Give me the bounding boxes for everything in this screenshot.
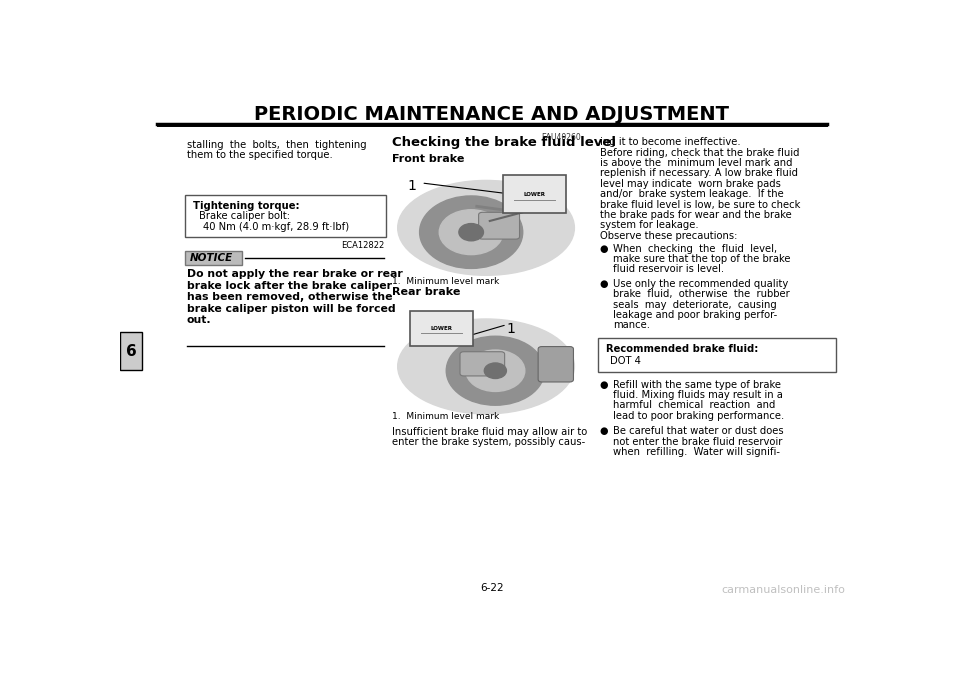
Text: When  checking  the  fluid  level,: When checking the fluid level, xyxy=(613,244,778,253)
Text: brake  fluid,  otherwise  the  rubber: brake fluid, otherwise the rubber xyxy=(613,289,790,299)
Text: seals  may  deteriorate,  causing: seals may deteriorate, causing xyxy=(613,299,777,310)
Text: ing it to become ineffective.: ing it to become ineffective. xyxy=(600,137,740,147)
Text: EAU40260: EAU40260 xyxy=(541,132,581,142)
FancyBboxPatch shape xyxy=(410,311,472,346)
Text: and/or  brake system leakage.  If the: and/or brake system leakage. If the xyxy=(600,189,783,199)
Ellipse shape xyxy=(397,319,574,414)
Text: ●: ● xyxy=(600,380,609,390)
Text: LOWER: LOWER xyxy=(430,326,452,331)
Text: level may indicate  worn brake pads: level may indicate worn brake pads xyxy=(600,179,780,189)
Text: 6: 6 xyxy=(126,344,136,359)
Circle shape xyxy=(484,363,506,378)
Circle shape xyxy=(459,223,484,241)
Text: ●: ● xyxy=(600,279,609,289)
Text: ECA12822: ECA12822 xyxy=(341,241,384,250)
Text: 1.  Minimum level mark: 1. Minimum level mark xyxy=(392,277,499,286)
Text: stalling  the  bolts,  then  tightening: stalling the bolts, then tightening xyxy=(187,140,367,150)
Text: Observe these precautions:: Observe these precautions: xyxy=(600,231,737,240)
Text: enter the brake system, possibly caus-: enter the brake system, possibly caus- xyxy=(392,437,585,447)
Text: out.: out. xyxy=(187,315,211,325)
Text: replenish if necessary. A low brake fluid: replenish if necessary. A low brake flui… xyxy=(600,168,798,179)
Text: brake lock after the brake caliper: brake lock after the brake caliper xyxy=(187,280,392,291)
Text: mance.: mance. xyxy=(613,320,650,330)
Text: harmful  chemical  reaction  and: harmful chemical reaction and xyxy=(613,401,776,410)
Text: brake caliper piston will be forced: brake caliper piston will be forced xyxy=(187,304,396,314)
Text: brake fluid level is low, be sure to check: brake fluid level is low, be sure to che… xyxy=(600,200,801,210)
Text: ●: ● xyxy=(600,426,609,437)
Circle shape xyxy=(466,350,525,391)
Text: make sure that the top of the brake: make sure that the top of the brake xyxy=(613,254,791,264)
Text: leakage and poor braking perfor-: leakage and poor braking perfor- xyxy=(613,310,778,320)
FancyBboxPatch shape xyxy=(503,175,565,213)
Text: 1.  Minimum level mark: 1. Minimum level mark xyxy=(392,412,499,422)
Text: 40 Nm (4.0 m·kgf, 28.9 ft·lbf): 40 Nm (4.0 m·kgf, 28.9 ft·lbf) xyxy=(204,221,349,232)
FancyBboxPatch shape xyxy=(460,352,505,376)
FancyBboxPatch shape xyxy=(539,346,573,382)
FancyBboxPatch shape xyxy=(598,338,836,372)
Text: fluid. Mixing fluids may result in a: fluid. Mixing fluids may result in a xyxy=(613,390,783,400)
Text: the brake pads for wear and the brake: the brake pads for wear and the brake xyxy=(600,210,792,220)
Text: lead to poor braking performance.: lead to poor braking performance. xyxy=(613,411,784,421)
Bar xyxy=(120,333,142,370)
Ellipse shape xyxy=(397,181,574,275)
Text: Recommended brake fluid:: Recommended brake fluid: xyxy=(606,344,758,354)
Text: when  refilling.  Water will signifi-: when refilling. Water will signifi- xyxy=(613,447,780,457)
Circle shape xyxy=(440,210,503,255)
Text: Insufficient brake fluid may allow air to: Insufficient brake fluid may allow air t… xyxy=(392,426,587,437)
FancyBboxPatch shape xyxy=(185,251,242,265)
Text: them to the specified torque.: them to the specified torque. xyxy=(187,151,333,160)
Circle shape xyxy=(420,196,523,268)
Text: Rear brake: Rear brake xyxy=(392,287,460,297)
Text: NOTICE: NOTICE xyxy=(190,253,233,263)
Text: fluid reservoir is level.: fluid reservoir is level. xyxy=(613,264,725,274)
Text: Use only the recommended quality: Use only the recommended quality xyxy=(613,279,788,289)
Text: Front brake: Front brake xyxy=(392,153,464,164)
Text: LOWER: LOWER xyxy=(523,191,545,197)
Text: is above the  minimum level mark and: is above the minimum level mark and xyxy=(600,158,792,168)
FancyBboxPatch shape xyxy=(479,213,519,239)
Text: PERIODIC MAINTENANCE AND ADJUSTMENT: PERIODIC MAINTENANCE AND ADJUSTMENT xyxy=(254,105,730,124)
Text: has been removed, otherwise the: has been removed, otherwise the xyxy=(187,292,393,302)
Text: Checking the brake fluid level: Checking the brake fluid level xyxy=(392,136,615,149)
Text: 1: 1 xyxy=(408,179,417,194)
Text: Do not apply the rear brake or rear: Do not apply the rear brake or rear xyxy=(187,269,402,279)
FancyBboxPatch shape xyxy=(184,195,386,237)
Text: Before riding, check that the brake fluid: Before riding, check that the brake flui… xyxy=(600,148,800,158)
Text: Tightening torque:: Tightening torque: xyxy=(193,201,300,210)
Text: DOT 4: DOT 4 xyxy=(611,356,641,366)
Text: 6-22: 6-22 xyxy=(480,583,504,593)
Circle shape xyxy=(446,336,544,405)
Text: carmanualsonline.info: carmanualsonline.info xyxy=(722,585,846,595)
Text: system for leakage.: system for leakage. xyxy=(600,220,699,230)
Text: ●: ● xyxy=(600,244,609,253)
Text: not enter the brake fluid reservoir: not enter the brake fluid reservoir xyxy=(613,437,782,447)
Text: Refill with the same type of brake: Refill with the same type of brake xyxy=(613,380,781,390)
Text: Brake caliper bolt:: Brake caliper bolt: xyxy=(199,211,290,221)
Text: Be careful that water or dust does: Be careful that water or dust does xyxy=(613,426,784,437)
Text: 1: 1 xyxy=(507,322,516,336)
